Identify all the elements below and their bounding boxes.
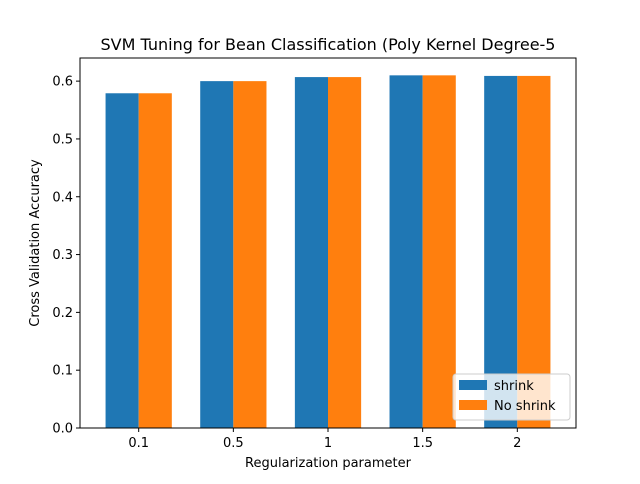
bar-shrink-1.5	[389, 75, 423, 428]
x-tick-label: 0.1	[128, 436, 149, 451]
y-tick-label: 0.3	[52, 248, 73, 263]
bar-no-shrink-0.1	[138, 93, 172, 429]
x-tick-label: 0.5	[223, 436, 244, 451]
bar-no-shrink-1.5	[422, 75, 456, 428]
bar-shrink-2	[484, 75, 518, 429]
y-tick-label: 0.4	[52, 190, 73, 205]
x-tick-label: 2	[513, 436, 521, 451]
y-tick-label: 0.6	[52, 75, 73, 90]
legend-entries: shrink No shrink	[459, 379, 556, 414]
legend-label: shrink	[494, 379, 534, 394]
y-axis-label: Cross Validation Accuracy	[28, 159, 43, 327]
chart-title: SVM Tuning for Bean Classification (Poly…	[101, 35, 556, 54]
legend-swatch-no-shrink	[459, 400, 487, 410]
y-tick-label: 0.1	[52, 364, 73, 379]
bar-no-shrink-0.5	[233, 81, 267, 429]
bar-no-shrink-2	[517, 75, 551, 429]
legend-swatch-shrink	[459, 380, 487, 390]
x-axis-label: Regularization parameter	[245, 456, 412, 471]
y-tick-label: 0.0	[52, 422, 73, 437]
y-tick-label: 0.2	[52, 306, 73, 321]
bar-shrink-0.1	[105, 93, 139, 429]
x-axis: 0.1 0.5 1 1.5 2	[128, 428, 521, 451]
bar-shrink-1	[294, 77, 328, 428]
legend: shrink No shrink	[452, 373, 571, 421]
x-tick-label: 1	[324, 436, 332, 451]
bar-no-shrink-1	[328, 77, 362, 428]
y-axis: 0.0 0.1 0.2 0.3 0.4 0.5 0.6	[52, 75, 80, 437]
y-tick-label: 0.5	[52, 132, 73, 147]
bar-shrink-0.5	[200, 81, 234, 429]
bars-layer	[105, 75, 551, 429]
legend-label: No shrink	[494, 399, 556, 414]
x-tick-label: 1.5	[412, 436, 433, 451]
